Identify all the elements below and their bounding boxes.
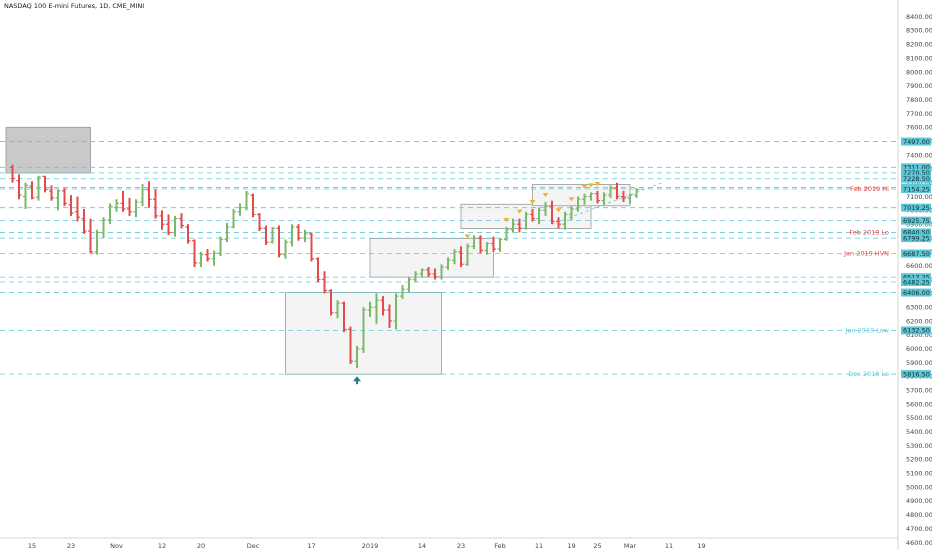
level-annotation: Jan 2019 HVN [843,250,889,258]
x-tick-label: 19 [567,542,575,550]
y-tick-label: 5200.00 [906,456,932,464]
price-label-bg [901,168,931,177]
level-annotation: Jan 2019 Low [845,326,890,334]
x-tick-label: Dec [247,542,260,550]
price-label: 6482.25 [903,278,930,286]
x-tick-label: 14 [418,542,426,550]
chart-title: NASDAQ 100 E-mini Futures, 1D, CME_MINI [4,2,145,10]
y-tick-label: 4900.00 [906,497,932,505]
trend-line [551,182,663,225]
x-tick-label: 15 [28,542,36,550]
price-label: 7311.00 [903,164,930,172]
y-tick-label: 8100.00 [906,54,932,62]
signal-marker-icon [529,199,536,204]
price-label: 7228.50 [903,175,930,183]
y-tick-label: 8300.00 [906,27,932,35]
x-tick-label: Mar [624,542,637,550]
price-label-bg [901,288,931,297]
y-tick-label: 5000.00 [906,483,932,491]
y-tick-label: 7800.00 [906,96,932,104]
x-tick-label: 20 [197,542,205,550]
x-tick-label: 23 [67,542,75,550]
price-label-bg [901,174,931,183]
signal-marker-icon [581,184,588,189]
y-tick-label: 6300.00 [906,304,932,312]
level-annotation: Dec 2018 Lo [848,370,889,378]
y-tick-label: 5600.00 [906,400,932,408]
y-tick-label: 5300.00 [906,442,932,450]
price-label-bg [901,228,931,237]
zone-box [5,126,91,174]
price-label-bg [901,277,931,286]
x-tick-label: 19 [697,542,705,550]
price-label-bg [901,216,931,225]
price-label-bg [901,184,931,193]
level-annotation: Feb 2019 Lo [849,228,889,236]
y-tick-label: 5700.00 [906,387,932,395]
price-label-bg [901,249,931,258]
price-label: 6406.00 [903,289,930,297]
y-tick-label: 5900.00 [906,359,932,367]
price-label-bg [901,163,931,172]
y-tick-label: 4600.00 [906,539,932,547]
price-label: 6925.75 [903,217,930,225]
y-tick-label: 5400.00 [906,428,932,436]
price-label-bg [901,137,931,146]
zone-box [369,238,494,278]
price-label-bg [901,370,931,379]
price-label: 6840.50 [903,229,930,237]
y-tick-label: 6600.00 [906,262,932,270]
signal-marker-icon [464,234,471,239]
price-label-bg [901,203,931,212]
signal-marker-icon [588,183,594,188]
signal-marker-icon [594,181,601,186]
price-label: 5816.50 [903,370,930,378]
price-label: 6517.25 [903,273,930,281]
y-tick-label: 4700.00 [906,525,932,533]
x-tick-label: 11 [535,542,543,550]
price-label: 6687.50 [903,250,930,258]
x-tick-label: Feb [494,542,506,550]
y-tick-label: 8000.00 [906,68,932,76]
price-label: 6132.50 [903,327,930,335]
y-tick-label: 6200.00 [906,317,932,325]
price-label: 6799.25 [903,234,930,242]
signal-marker-icon [503,217,510,222]
price-label: 7270.50 [903,169,930,177]
price-label-bg [901,326,931,335]
price-label: 7019.25 [903,204,930,212]
y-tick-label: 7900.00 [906,82,932,90]
price-label-bg [901,273,931,282]
price-label: 7154.25 [903,185,930,193]
y-tick-label: 6000.00 [906,345,932,353]
y-tick-label: 8200.00 [906,41,932,49]
x-tick-label: 17 [307,542,315,550]
signal-marker-icon [542,193,549,198]
x-tick-label: 12 [158,542,166,550]
y-tick-label: 7700.00 [906,110,932,118]
y-tick-label: 4800.00 [906,511,932,519]
y-tick-label: 5100.00 [906,470,932,478]
signal-marker-icon [516,209,523,214]
signal-marker-icon [568,197,575,202]
price-label: 7497.00 [903,138,930,146]
y-tick-label: 7200.00 [906,179,932,187]
x-tick-label: 25 [593,542,601,550]
x-tick-label: 2019 [362,542,379,550]
price-label-bg [901,234,931,243]
x-tick-label: Nov [110,542,123,550]
y-tick-label: 7400.00 [906,151,932,159]
signal-marker-icon [555,208,562,213]
y-tick-label: 7100.00 [906,193,932,201]
level-annotation: Feb 2019 Hi [850,185,889,193]
x-tick-label: 23 [457,542,465,550]
y-tick-label: 8400.00 [906,13,932,21]
up-arrow-icon [353,376,361,382]
y-tick-label: 5500.00 [906,414,932,422]
y-tick-label: 6100.00 [906,331,932,339]
y-tick-label: 7600.00 [906,124,932,132]
x-tick-label: 11 [665,542,673,550]
